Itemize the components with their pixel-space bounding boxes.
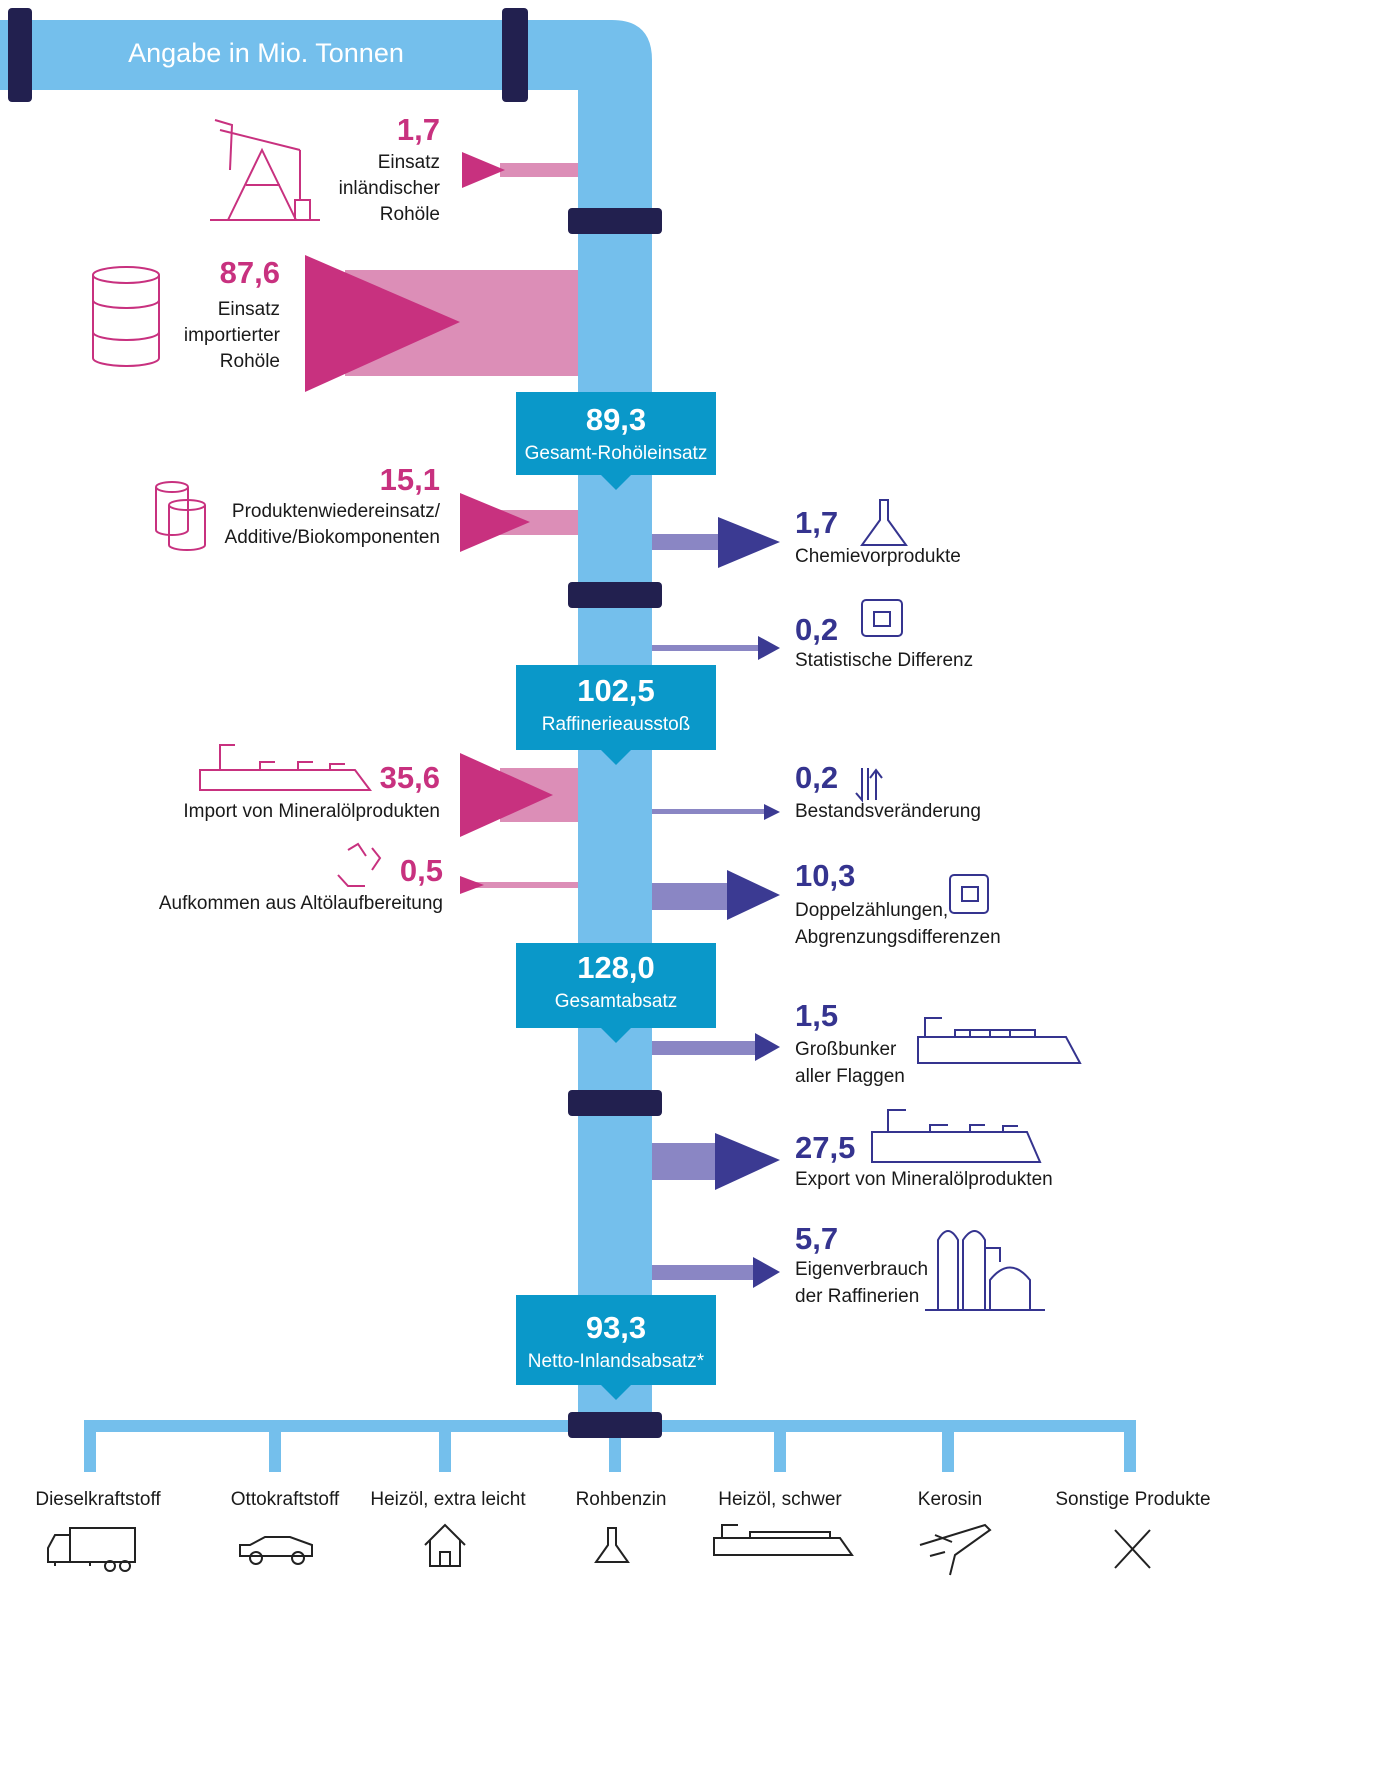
- total-label: Gesamt-Rohöleinsatz: [525, 443, 708, 464]
- output-value: 1,7: [795, 505, 838, 540]
- input-label: Aufkommen aus Altölaufbereitung: [159, 893, 443, 914]
- distribution-drops: [84, 1420, 1136, 1472]
- product-label: Ottokraftstoff: [231, 1489, 340, 1510]
- product-label: Dieselkraftstoff: [35, 1489, 161, 1510]
- output-label: Eigenverbrauch: [795, 1259, 928, 1280]
- product-label: Sonstige Produkte: [1055, 1489, 1210, 1510]
- output-label: der Raffinerien: [795, 1286, 919, 1307]
- input-label: Einsatz: [378, 152, 440, 173]
- input-value: 0,5: [400, 853, 443, 888]
- output-label: Abgrenzungsdifferenzen: [795, 927, 1001, 948]
- total-label: Gesamtabsatz: [555, 991, 678, 1012]
- input-value: 15,1: [380, 462, 440, 497]
- output-value: 0,2: [795, 612, 838, 647]
- total-value: 128,0: [577, 950, 655, 985]
- output-label: aller Flaggen: [795, 1066, 905, 1087]
- output-value: 0,2: [795, 760, 838, 795]
- output-label: Doppelzählungen,: [795, 900, 948, 921]
- total-value: 89,3: [586, 402, 646, 437]
- output-label: Chemievorprodukte: [795, 546, 961, 567]
- input-label: Import von Mineralölprodukten: [183, 801, 440, 822]
- pipe-joints: [8, 8, 662, 1438]
- input-label: Einsatz: [218, 299, 280, 320]
- product-label: Kerosin: [918, 1489, 982, 1510]
- input-value: 1,7: [397, 112, 440, 147]
- total-value: 102,5: [577, 673, 655, 708]
- total-label: Raffinerieausstoß: [542, 714, 691, 735]
- input-label: importierter: [184, 325, 281, 346]
- total-label: Netto-Inlandsabsatz*: [528, 1351, 705, 1372]
- output-label: Export von Mineralölprodukten: [795, 1169, 1053, 1190]
- input-arrows: [305, 152, 578, 894]
- product-icons: [47, 1523, 1151, 1576]
- input-value: 35,6: [380, 760, 440, 795]
- output-icons: [855, 499, 1082, 1311]
- output-value: 1,5: [795, 998, 838, 1033]
- output-value: 5,7: [795, 1221, 838, 1256]
- input-label: Rohöle: [380, 204, 440, 225]
- input-icons: [92, 119, 382, 887]
- output-arrows: [652, 517, 780, 1288]
- output-label: Statistische Differenz: [795, 650, 973, 671]
- header: Angabe in Mio. Tonnen: [128, 38, 404, 68]
- input-label: Additive/Biokomponenten: [225, 527, 440, 548]
- product-label: Rohbenzin: [576, 1489, 667, 1510]
- output-value: 27,5: [795, 1130, 855, 1165]
- product-label: Heizöl, schwer: [718, 1489, 842, 1510]
- output-value: 10,3: [795, 858, 855, 893]
- input-label: inländischer: [339, 178, 441, 199]
- output-label: Großbunker: [795, 1039, 897, 1060]
- input-label: Rohöle: [220, 351, 280, 372]
- total-value: 93,3: [586, 1310, 646, 1345]
- output-label: Bestandsveränderung: [795, 801, 981, 822]
- pipe: [0, 20, 652, 1426]
- product-label: Heizöl, extra leicht: [370, 1489, 526, 1510]
- input-label: Produktenwiedereinsatz/: [232, 501, 441, 522]
- input-value: 87,6: [220, 255, 280, 290]
- total-boxes: [516, 392, 716, 1400]
